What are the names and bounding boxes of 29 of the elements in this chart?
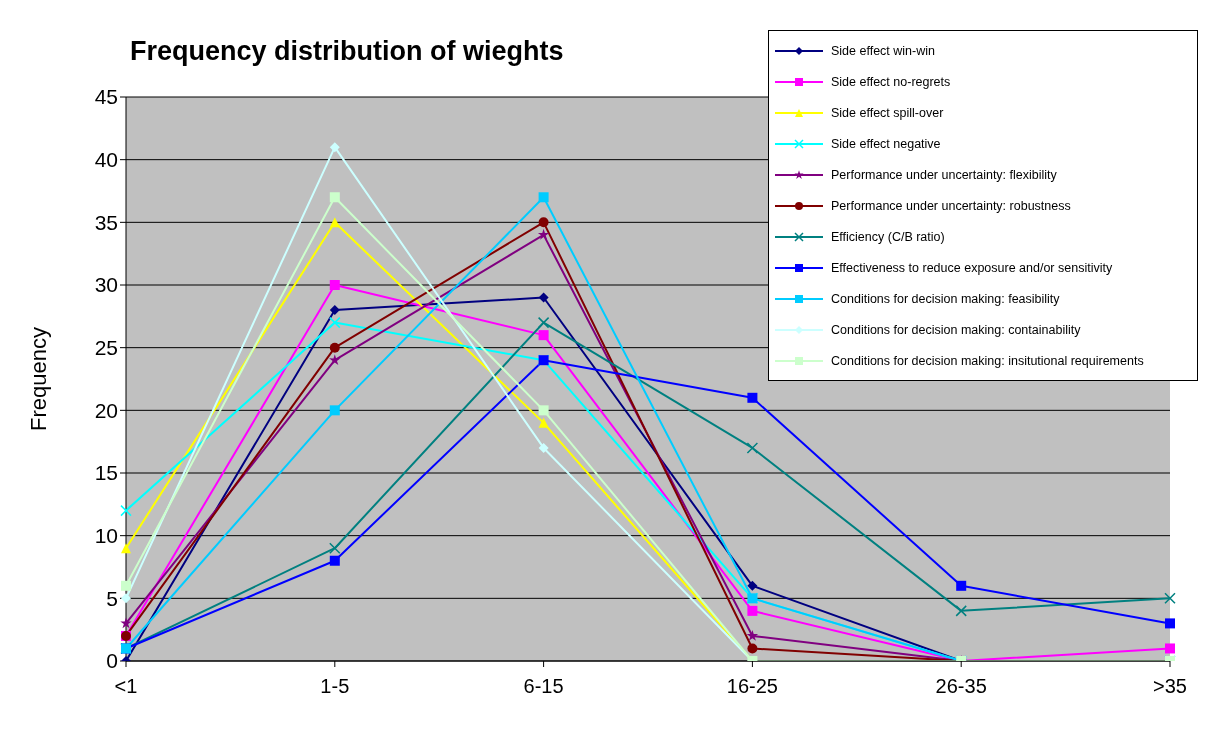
y-tick-label: 40 [94,148,118,172]
x-tick-label: <1 [114,675,138,698]
y-tick-label: 0 [106,649,118,673]
legend-label: Side effect no-regrets [831,74,951,89]
x-tick-label: 16-25 [726,675,778,698]
y-tick-label: 5 [106,586,118,610]
legend-label: Side effect win-win [831,43,935,58]
y-tick-label: 25 [94,336,118,360]
legend-label: Performance under uncertainty: robustness [831,198,1071,213]
y-tick-label: 35 [94,210,118,234]
legend-label: Side effect spill-over [831,105,944,120]
y-tick-label: 20 [94,398,118,422]
x-tick-label: 1-5 [320,675,350,698]
y-axis-title: Frequency [25,327,51,431]
x-tick-label: 26-35 [935,675,987,698]
x-tick-label: >35 [1153,675,1187,698]
legend-label: Performance under uncertainty: flexibility [831,167,1057,182]
x-tick-label: 6-15 [523,675,564,698]
legend-label: Efficiency (C/B ratio) [831,229,945,244]
y-tick-label: 10 [94,524,118,548]
legend-label: Conditions for decision making: containability [831,322,1081,337]
legend-label: Conditions for decision making: insitutional requirements [831,353,1144,368]
y-tick-label: 45 [94,85,118,109]
y-tick-label: 15 [94,461,118,485]
chart-title: Frequency distribution of wieghts [130,36,564,67]
y-tick-label: 30 [94,273,118,297]
legend-label: Side effect negative [831,136,941,151]
legend-label: Effectiveness to reduce exposure and/or sensitivity [831,260,1113,275]
legend-label: Conditions for decision making: feasibility [831,291,1060,306]
